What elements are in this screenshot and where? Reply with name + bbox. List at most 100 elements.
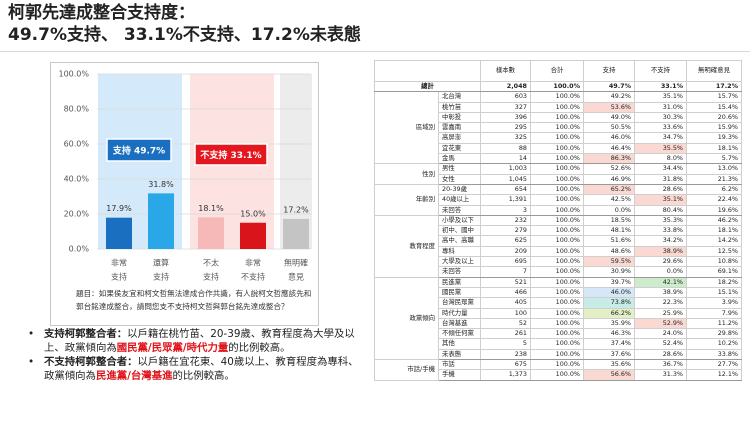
table-cell: 35.1% — [634, 91, 687, 103]
chart-frame: 0.0% 20.0% 40.0% 60.0% 80.0% 100.0% 17.9% 非常 支持 3… — [50, 62, 319, 326]
table-cell: 59.5% — [583, 256, 635, 268]
table-cell: 15.7% — [686, 91, 742, 103]
table-cell: 39.7% — [583, 276, 635, 288]
table-head: 樣本數 合計 支持 不支持 無明確意見 — [374, 60, 742, 82]
divider — [0, 51, 750, 52]
table-cell: 325 — [480, 132, 531, 144]
total-row: 總計 2,048 100.0% 49.7% 33.1% 17.2% — [374, 80, 742, 93]
table-cell: 295 — [480, 122, 531, 134]
table-cell: 100.0% — [530, 173, 584, 185]
table-cell: 35.5% — [634, 142, 687, 155]
table-cell: 327 — [480, 101, 531, 113]
table-cell: 405 — [480, 297, 531, 309]
table-cell: 38.9% — [634, 245, 687, 258]
row-label: 大學及以上 — [438, 256, 481, 268]
x-tick-label: 支持 — [111, 272, 127, 282]
row-label: 20-39歲 — [438, 183, 481, 196]
y-tick-label: 80.0% — [64, 105, 90, 114]
bullet-item: 不支持柯郭整合者：以戶籍在宜花東、40歲以上、教育程度為專科、政黨傾向為民進黨/… — [22, 356, 362, 383]
table-row: 高中、高職 625 100.0% 51.6% 34.2% 14.2% — [375, 235, 742, 247]
table-cell: 88 — [480, 142, 531, 155]
table-row: 專科 209 100.0% 48.6% 38.9% 12.5% — [375, 245, 742, 258]
table-cell: 49.2% — [583, 91, 635, 103]
table-cell: 1,045 — [480, 173, 531, 185]
table-row: 初中、國中 279 100.0% 48.1% 33.8% 18.1% — [375, 225, 742, 237]
table-cell: 100.0% — [530, 328, 584, 340]
table-cell: 100.0% — [530, 225, 584, 237]
table-cell: 29.6% — [634, 256, 687, 268]
table-cell: 8.0% — [634, 153, 687, 165]
table-cell: 15.4% — [686, 101, 742, 113]
table-cell: 6.2% — [686, 183, 742, 196]
table-cell: 100.0% — [530, 132, 584, 144]
y-tick-label: 20.0% — [64, 210, 90, 219]
row-label: 桃竹苗 — [438, 101, 481, 113]
table-cell: 20.6% — [686, 111, 742, 124]
bullet-text: 以戶籍在桃竹苗、20-39歲、教育程度為大學及以上、政黨傾向為 — [44, 328, 355, 354]
table-cell: 50.5% — [583, 122, 635, 134]
table-cell: 100.0% — [530, 183, 584, 196]
table-cell: 13.0% — [686, 163, 742, 175]
row-label: 市話 — [438, 359, 481, 371]
table-cell: 100.0% — [530, 348, 584, 361]
table-cell: 100.0% — [530, 101, 584, 113]
table-cell: 100.0% — [530, 286, 584, 299]
table-cell: 3.9% — [686, 297, 742, 309]
table-cell: 238 — [480, 348, 531, 361]
bullet-item: 支持柯郭整合者：以戶籍在桃竹苗、20-39歲、教育程度為大學及以上、政黨傾向為國… — [22, 328, 362, 355]
value-label: 31.8% — [148, 180, 174, 189]
table-cell: 29.8% — [686, 328, 742, 340]
table-cell: 52.6% — [583, 163, 635, 175]
bar — [148, 193, 174, 249]
table-cell: 34.4% — [634, 163, 687, 175]
y-tick-label: 100.0% — [58, 70, 89, 79]
table-cell: 100.0% — [530, 214, 584, 227]
y-tick-label: 40.0% — [64, 175, 90, 184]
table-cell: 27.7% — [686, 359, 742, 371]
bullet-text: 以戶籍在宜花東、40歲以上、教育程度為專科、政黨傾向為 — [44, 356, 359, 382]
value-label: 18.1% — [198, 204, 224, 213]
table-cell: 69.1% — [686, 266, 742, 278]
table-row: 區域別 北台灣 603 100.0% 49.2% 35.1% 15.7% — [374, 91, 742, 165]
row-label: 未表態 — [438, 348, 481, 361]
table-cell: 21.3% — [686, 173, 742, 185]
table-cell: 18.1% — [686, 225, 742, 237]
table-cell: 18.5% — [583, 214, 635, 227]
table-cell: 30.3% — [634, 111, 687, 124]
table-cell: 12.1% — [686, 369, 742, 381]
table-cell: 0.0% — [583, 204, 635, 216]
table-cell: 52.4% — [634, 338, 687, 350]
table-row: 中彰投 396 100.0% 49.0% 30.3% 20.6% — [375, 111, 742, 124]
header-cell: 支持 — [583, 60, 635, 82]
table-row: 40歲以上 1,391 100.0% 42.5% 35.1% 22.4% — [375, 194, 742, 206]
table-cell: 100.0% — [530, 91, 584, 103]
annotation-box — [106, 138, 172, 162]
table-cell: 19.3% — [686, 132, 742, 144]
table-cell: 56.6% — [583, 369, 635, 381]
data-table: 樣本數 合計 支持 不支持 無明確意見 總計 2,048 100.0% 49.7% 33.1% 17… — [374, 60, 742, 381]
table-cell: 1,373 — [480, 369, 531, 381]
table-cell: 1,003 — [480, 163, 531, 175]
bullet-text: 支持柯郭整合者： — [44, 328, 128, 340]
row-label: 宜花東 — [438, 142, 481, 155]
header-cell: 不支持 — [634, 60, 687, 82]
table-cell: 46.0% — [583, 132, 635, 144]
row-label: 40歲以上 — [438, 194, 481, 206]
table-cell: 49.7% — [583, 80, 635, 93]
header-cell: 合計 — [530, 60, 584, 82]
header-cell: 樣本數 — [480, 60, 531, 82]
row-label: 專科 — [438, 245, 481, 258]
table-cell: 31.3% — [634, 369, 687, 381]
table-cell: 18.2% — [686, 276, 742, 288]
table-cell: 14 — [480, 153, 531, 165]
table-cell: 100.0% — [530, 359, 584, 371]
table-row: 年齡別 20-39歲 654 100.0% 65.2% 28.6% 6.2% — [374, 183, 742, 216]
table-cell: 33.1% — [634, 80, 687, 93]
table-row: 教育程度 小學及以下 232 100.0% 18.5% 35.3% 46.2% — [374, 214, 742, 278]
table-cell: 17.2% — [686, 80, 742, 93]
title: 柯郭先達成整合支持度： 49.7%支持、 33.1%不支持、17.2%未表態 — [8, 2, 361, 46]
x-tick-label: 還算 — [153, 258, 169, 268]
table-cell: 100.0% — [530, 235, 584, 247]
row-label: 台灣民眾黨 — [438, 297, 481, 309]
